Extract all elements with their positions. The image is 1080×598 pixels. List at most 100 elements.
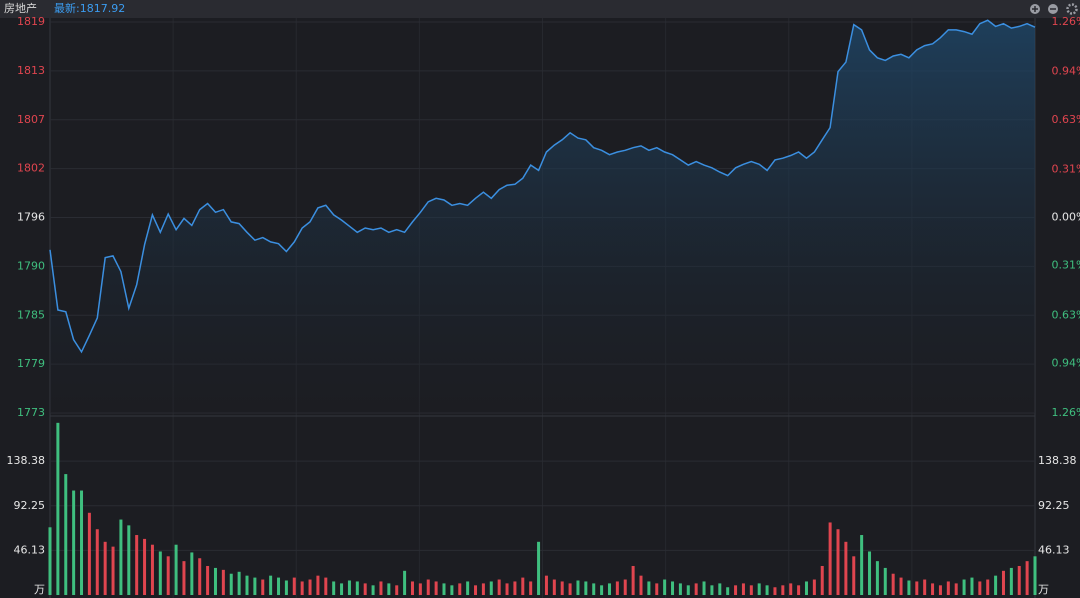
y-tick-label: 1790 xyxy=(17,259,45,272)
volume-bar xyxy=(379,581,383,595)
volume-bar xyxy=(828,522,832,595)
volume-bar xyxy=(158,551,162,595)
volume-bar xyxy=(1009,567,1013,595)
volume-bar xyxy=(64,474,68,595)
volume-bar xyxy=(300,581,304,595)
volume-tick-label-right: 万 xyxy=(1038,583,1049,596)
volume-bar xyxy=(80,490,84,595)
volume-bar xyxy=(623,579,627,595)
volume-bar xyxy=(72,490,76,595)
toolbar[interactable] xyxy=(1030,3,1078,15)
volume-bar xyxy=(277,577,281,595)
volume-bar xyxy=(497,579,501,595)
volume-bar xyxy=(655,583,659,595)
volume-bar xyxy=(789,583,793,595)
volume-bar xyxy=(923,579,927,595)
volume-bar xyxy=(418,583,422,595)
volume-bar xyxy=(757,583,761,595)
volume-bar xyxy=(686,585,690,595)
y2-tick-label: 0.94% xyxy=(1052,65,1080,78)
volume-bar xyxy=(607,583,611,595)
volume-bar xyxy=(804,581,808,595)
volume-bar xyxy=(442,583,446,595)
volume-bar xyxy=(907,580,911,595)
volume-bar xyxy=(694,583,698,595)
volume-bar xyxy=(962,579,966,595)
volume-bar xyxy=(103,541,107,595)
volume-bar xyxy=(710,585,714,595)
volume-bar xyxy=(332,581,336,595)
y2-tick-label: 0.31% xyxy=(1052,259,1080,272)
header-bar xyxy=(0,0,1080,18)
volume-bar xyxy=(994,575,998,595)
volume-bar xyxy=(403,570,407,595)
volume-bar xyxy=(852,556,856,595)
y2-tick-label: 0.94% xyxy=(1052,356,1080,369)
y-tick-label: 1813 xyxy=(17,64,45,77)
volume-tick-label: 万 xyxy=(34,583,45,596)
volume-bar xyxy=(883,567,887,595)
volume-bar xyxy=(489,581,493,595)
volume-bar xyxy=(568,583,572,595)
area xyxy=(50,20,1035,414)
y-tick-label: 1819 xyxy=(17,15,45,28)
volume-bar xyxy=(229,573,233,595)
volume-bar xyxy=(387,583,391,595)
volume-bar xyxy=(537,541,541,595)
volume-bar xyxy=(820,565,824,595)
volume-bar xyxy=(269,575,273,595)
y-tick-label: 1785 xyxy=(17,308,45,321)
volume-bar xyxy=(970,577,974,595)
volume-bar xyxy=(221,569,225,595)
volume-bar xyxy=(1033,556,1037,595)
volume-bar xyxy=(844,541,848,595)
volume-bar xyxy=(426,579,430,595)
latest-price: 最新:1817.92 xyxy=(54,1,125,15)
volume-bar xyxy=(206,565,210,595)
volume-bar xyxy=(237,571,241,595)
y2-tick-label: 0.63% xyxy=(1052,308,1080,321)
volume-bar xyxy=(458,583,462,595)
volume-bar xyxy=(946,581,950,595)
volume-bar xyxy=(600,585,604,595)
volume-bar xyxy=(718,583,722,595)
volume-bar xyxy=(347,580,351,595)
y2-tick-label: 1.26% xyxy=(1052,15,1080,28)
volume-bar xyxy=(166,556,170,595)
price-line xyxy=(49,19,1036,354)
volume-bar xyxy=(474,585,478,595)
volume-bar xyxy=(781,585,785,595)
y-tick-label: 1796 xyxy=(17,211,45,224)
volume-bar xyxy=(324,577,328,595)
volume-bar xyxy=(56,422,60,595)
volume-bar xyxy=(938,585,942,595)
zoom-in-icon xyxy=(1032,6,1038,12)
volume-bar xyxy=(505,583,509,595)
volume-bar xyxy=(182,561,186,595)
settings[interactable] xyxy=(1066,3,1078,15)
volume-bar xyxy=(198,558,202,595)
volume-bar xyxy=(631,565,635,595)
volume-bar xyxy=(552,579,556,595)
volume-bar xyxy=(978,581,982,595)
volume-bar xyxy=(986,579,990,595)
volume-bar xyxy=(174,544,178,595)
volume-bar xyxy=(143,538,147,595)
volume-bar xyxy=(213,567,217,595)
volume-tick-label-right: 46.13 xyxy=(1038,543,1070,556)
volume-bar xyxy=(119,519,123,595)
volume-bar xyxy=(513,581,517,595)
volume-bar xyxy=(48,527,52,595)
volume-bar xyxy=(190,552,194,595)
volume-bar xyxy=(521,577,525,595)
volume-bar xyxy=(773,587,777,595)
volume-bar xyxy=(734,585,738,595)
volume-tick-label-right: 138.38 xyxy=(1038,454,1077,467)
volume-bar xyxy=(639,575,643,595)
volume-bar xyxy=(576,580,580,595)
y2-tick-label: 0.31% xyxy=(1052,162,1080,175)
volume-bar xyxy=(371,585,375,595)
volume-bar xyxy=(741,583,745,595)
volume-bar xyxy=(671,581,675,595)
